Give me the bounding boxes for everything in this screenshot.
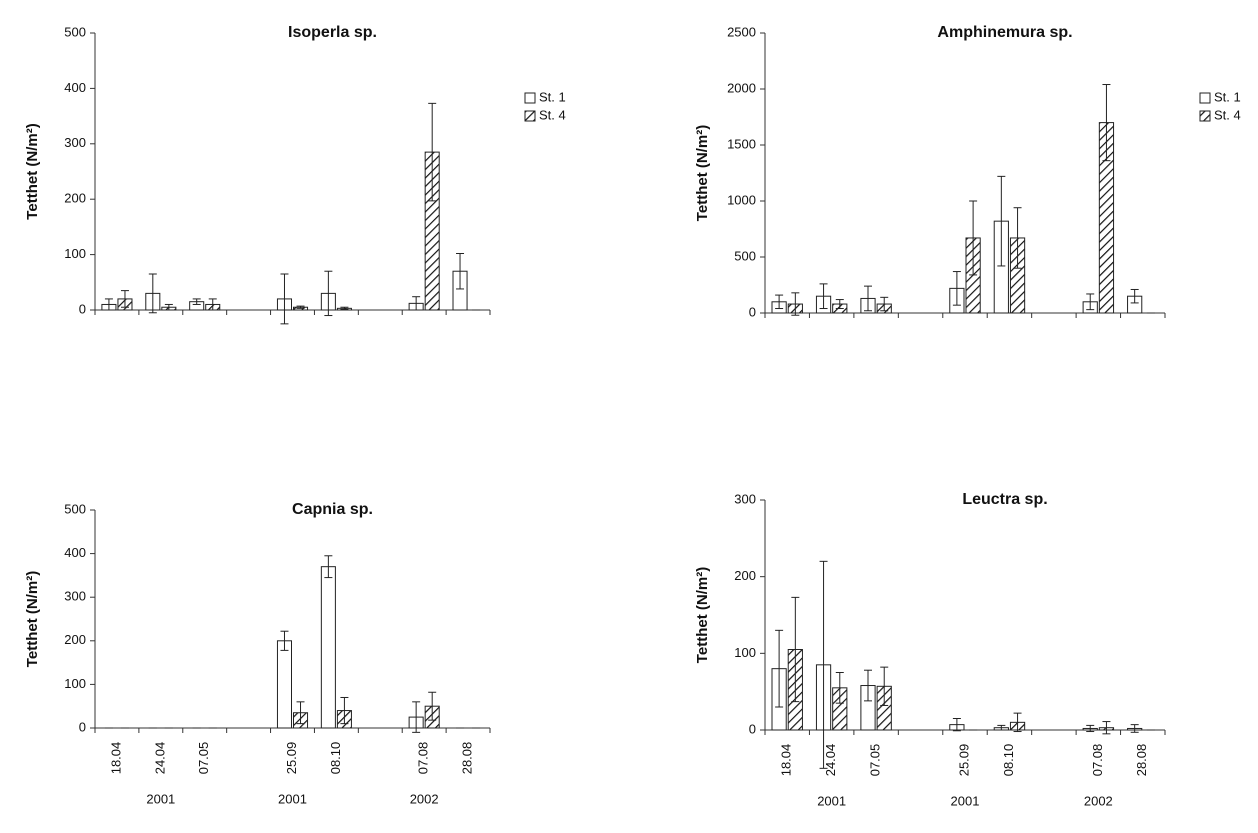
y-tick-label: 200 — [64, 191, 86, 206]
y-tick-label: 300 — [64, 135, 86, 150]
y-axis-label: Tetthet (N/m²) — [694, 125, 711, 221]
x-tick-label: 07.05 — [868, 744, 883, 777]
y-axis-label: Tetthet (N/m²) — [694, 567, 711, 663]
y-axis-label: Tetthet (N/m²) — [24, 571, 41, 667]
x-group-label: 2001 — [146, 791, 175, 806]
bar — [276, 640, 293, 729]
x-group-label: 2002 — [1084, 793, 1113, 808]
x-tick-label: 24.04 — [152, 742, 167, 775]
legend-swatch — [524, 92, 536, 104]
x-tick-label: 28.08 — [1134, 744, 1149, 777]
x-tick-label: 25.09 — [956, 744, 971, 777]
y-tick-label: 100 — [64, 676, 86, 691]
y-tick-label: 500 — [64, 24, 86, 39]
y-tick-label: 2500 — [727, 24, 756, 39]
y-tick-label: 300 — [64, 589, 86, 604]
y-tick-label: 100 — [734, 645, 756, 660]
y-tick-label: 1000 — [727, 192, 756, 207]
y-axis-label: Tetthet (N/m²) — [24, 123, 41, 219]
x-tick-label: 07.05 — [196, 742, 211, 775]
x-group-label: 2001 — [951, 793, 980, 808]
x-tick-label: 18.04 — [108, 742, 123, 775]
y-tick-label: 0 — [749, 304, 756, 319]
legend-swatch — [524, 110, 536, 122]
legend-label: St. 4 — [1214, 107, 1241, 122]
y-tick-label: 500 — [734, 248, 756, 263]
y-tick-label: 100 — [64, 246, 86, 261]
y-tick-label: 500 — [64, 501, 86, 516]
x-tick-label: 07.08 — [1090, 744, 1105, 777]
y-tick-label: 200 — [64, 632, 86, 647]
x-tick-label: 28.08 — [459, 742, 474, 775]
y-tick-label: 400 — [64, 80, 86, 95]
x-tick-label: 08.10 — [1001, 744, 1016, 777]
bar — [320, 566, 336, 729]
x-tick-label: 18.04 — [779, 744, 794, 777]
legend-label: St. 1 — [1214, 89, 1241, 104]
legend-swatch — [1199, 110, 1211, 122]
chart-title: Capnia sp. — [292, 501, 373, 518]
y-tick-label: 0 — [79, 301, 86, 316]
legend-label: St. 1 — [539, 89, 566, 104]
legend-swatch — [1199, 92, 1211, 104]
y-tick-label: 0 — [79, 719, 86, 734]
y-tick-label: 1500 — [727, 136, 756, 151]
x-tick-label: 25.09 — [284, 742, 299, 775]
y-tick-label: 300 — [734, 491, 756, 506]
chart-title: Amphinemura sp. — [937, 24, 1072, 41]
y-tick-label: 400 — [64, 545, 86, 560]
x-group-label: 2002 — [410, 791, 439, 806]
y-tick-label: 200 — [734, 568, 756, 583]
y-tick-label: 2000 — [727, 80, 756, 95]
chart-title: Isoperla sp. — [288, 24, 377, 41]
x-group-label: 2001 — [278, 791, 307, 806]
legend-label: St. 4 — [539, 107, 566, 122]
x-tick-label: 07.08 — [416, 742, 431, 775]
x-group-label: 2001 — [817, 793, 846, 808]
x-tick-label: 24.04 — [823, 744, 838, 777]
x-tick-label: 08.10 — [328, 742, 343, 775]
y-tick-label: 0 — [749, 721, 756, 736]
chart-title: Leuctra sp. — [962, 491, 1047, 508]
